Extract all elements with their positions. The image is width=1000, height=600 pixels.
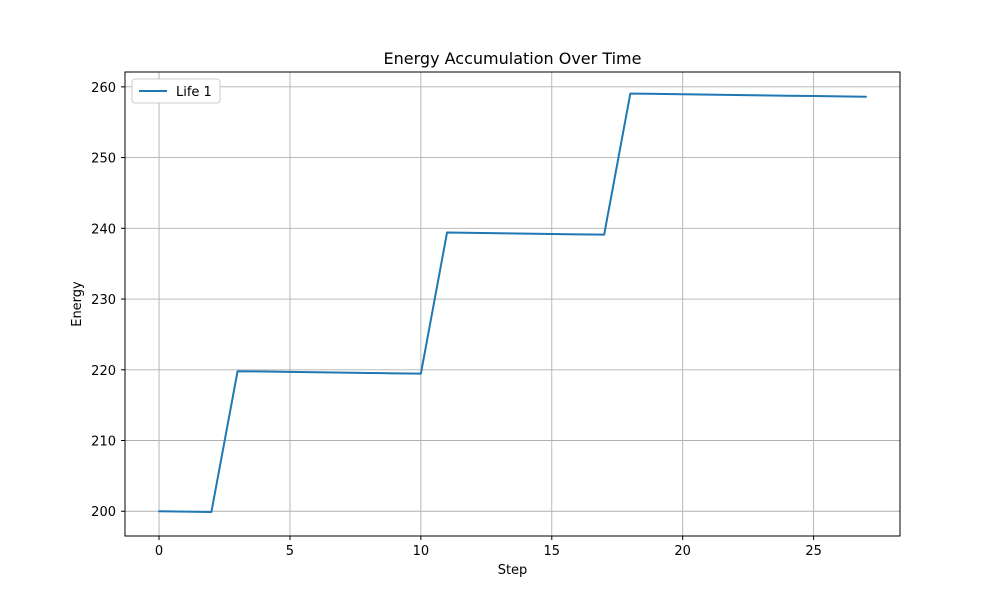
data-point: [157, 509, 161, 513]
data-point: [523, 231, 527, 235]
data-point: [235, 369, 239, 373]
legend-box: [131, 78, 221, 104]
data-point: [628, 91, 632, 95]
y-axis-ticks: 200 210 220 230 240 250 260: [91, 81, 125, 520]
x-axis-label: Step: [498, 563, 528, 578]
y-tick-label: 200: [91, 505, 116, 520]
data-point: [366, 371, 370, 375]
data-point: [864, 95, 868, 99]
plot-background: [125, 72, 900, 536]
data-point: [785, 93, 789, 97]
x-axis-ticks: 0 5 10 15 20 25: [155, 536, 822, 559]
data-point: [497, 231, 501, 235]
data-point: [838, 94, 842, 98]
data-point: [654, 92, 658, 96]
data-point: [262, 369, 266, 373]
plot-frame: [124, 71, 901, 537]
y-axis-label: Energy: [70, 281, 85, 327]
data-point: [183, 509, 187, 513]
data-point: [392, 371, 396, 375]
x-tick-label: 25: [805, 544, 822, 559]
legend-label-life-1: Life 1: [176, 85, 212, 100]
data-point: [759, 93, 763, 97]
chart-title: Energy Accumulation Over Time: [384, 49, 642, 68]
data-point: [733, 93, 737, 97]
y-tick-label: 240: [91, 222, 116, 237]
data-point: [576, 232, 580, 236]
legend: Life 1: [131, 78, 221, 104]
data-point: [419, 371, 423, 375]
x-tick-label: 10: [413, 544, 430, 559]
series-line-life-1: [158, 92, 867, 513]
data-point: [811, 94, 815, 98]
y-tick-label: 230: [91, 293, 116, 308]
data-point: [314, 370, 318, 374]
data-point: [707, 92, 711, 96]
data-point: [680, 92, 684, 96]
data-point: [602, 232, 606, 236]
series-layer: [157, 91, 868, 514]
x-tick-label: 20: [674, 544, 691, 559]
data-point: [288, 370, 292, 374]
y-tick-label: 250: [91, 152, 116, 167]
x-tick-label: 5: [286, 544, 294, 559]
y-tick-label: 220: [91, 364, 116, 379]
x-tick-label: 15: [544, 544, 561, 559]
x-tick-label: 0: [155, 544, 163, 559]
data-point: [471, 231, 475, 235]
data-point: [445, 230, 449, 234]
data-point: [550, 232, 554, 236]
y-tick-label: 260: [91, 81, 116, 96]
data-point: [340, 370, 344, 374]
data-point: [209, 510, 213, 514]
grid-lines: [125, 72, 900, 536]
y-tick-label: 210: [91, 435, 116, 450]
